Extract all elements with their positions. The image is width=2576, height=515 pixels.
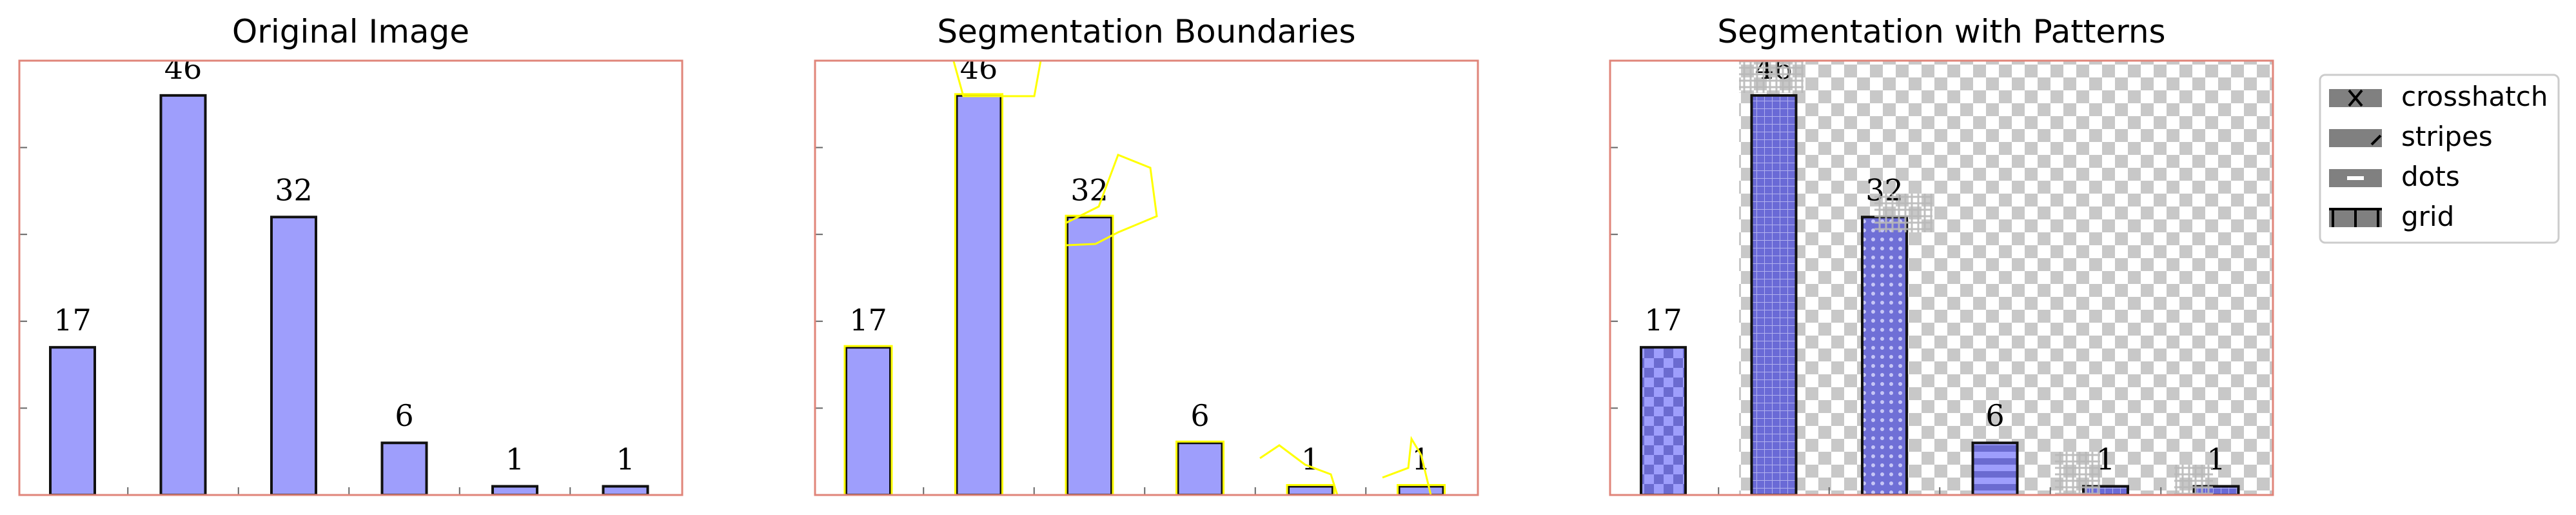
data-label: 17 xyxy=(54,303,92,338)
dots-swatch xyxy=(2329,169,2382,187)
legend-label-crosshatch: crosshatch xyxy=(2401,81,2548,112)
segment-boundary xyxy=(1382,436,1432,495)
stripes-swatch xyxy=(2329,129,2382,147)
legend-label-grid: grid xyxy=(2401,201,2454,232)
data-label: 1 xyxy=(506,442,524,477)
data-label: 46 xyxy=(960,51,998,86)
plot-area: 17 46 32 6 1 1 xyxy=(49,51,649,495)
panel-segmentation-boundaries: Segmentation Boundaries 17 46 32 6 1 1 xyxy=(814,13,1479,496)
segment-pattern xyxy=(2055,452,2100,495)
segment-boundary xyxy=(1175,440,1224,495)
legend-entry-dots: dots xyxy=(2329,161,2460,192)
chart-title: Original Image xyxy=(232,13,469,50)
bar xyxy=(955,94,1003,495)
chart-title: Segmentation with Patterns xyxy=(1717,13,2165,50)
segment-boundary xyxy=(1065,214,1114,495)
bar xyxy=(270,216,317,495)
segment-boundary xyxy=(1066,154,1158,247)
segment-boundary xyxy=(944,61,1042,97)
data-label: 17 xyxy=(1644,303,1682,338)
plot-area: 17 46 32 6 1 1 xyxy=(843,51,1446,495)
bar xyxy=(380,441,428,495)
legend: crosshatch stripes dots grid xyxy=(2319,74,2560,244)
segment-pattern xyxy=(1739,61,1804,93)
legend-entry-crosshatch: crosshatch xyxy=(2329,81,2548,112)
bar xyxy=(159,94,207,495)
data-label: 6 xyxy=(1985,398,2004,433)
data-label: 1 xyxy=(1411,442,1430,477)
bar xyxy=(1640,346,1687,495)
data-label: 1 xyxy=(1301,442,1320,477)
bar xyxy=(1971,441,2019,495)
data-label: 32 xyxy=(275,172,313,207)
legend-label-dots: dots xyxy=(2401,161,2460,192)
axes-frame xyxy=(814,59,1479,496)
legend-entry-grid: grid xyxy=(2329,201,2454,232)
bar xyxy=(602,485,649,495)
segment-background-checker xyxy=(1739,61,2273,495)
bar xyxy=(1176,441,1224,495)
data-label: 46 xyxy=(164,51,202,86)
axes-frame xyxy=(1609,59,2274,496)
data-label: 17 xyxy=(849,303,887,338)
data-label: 32 xyxy=(1070,172,1108,207)
data-label: 6 xyxy=(395,398,413,433)
segment-boundary xyxy=(843,345,893,495)
bar xyxy=(1287,485,1334,495)
segment-pattern xyxy=(2174,465,2213,495)
bar xyxy=(1861,216,1908,495)
panel-original-image: Original Image 17 46 32 6 1 1 xyxy=(18,13,683,496)
segment-boundary xyxy=(954,93,1003,495)
data-label: 1 xyxy=(616,442,634,477)
bar xyxy=(49,346,96,495)
segment-boundary xyxy=(1397,484,1446,495)
grid-swatch xyxy=(2329,208,2382,227)
segment-boundary xyxy=(1286,484,1335,495)
bar xyxy=(1066,216,1113,495)
bar xyxy=(491,485,538,495)
legend-frame xyxy=(2319,74,2560,244)
crosshatch-swatch xyxy=(2329,89,2382,107)
legend-label-stripes: stripes xyxy=(2401,121,2493,152)
bar xyxy=(845,346,892,495)
segment-boundary xyxy=(1259,444,1339,495)
bar xyxy=(1397,485,1445,495)
axes-frame xyxy=(18,59,683,496)
segment-pattern xyxy=(1874,194,1932,232)
chart-title: Segmentation Boundaries xyxy=(937,13,1355,50)
bar xyxy=(1750,94,1798,495)
legend-entry-stripes: stripes xyxy=(2329,121,2493,152)
data-label: 6 xyxy=(1190,398,1209,433)
